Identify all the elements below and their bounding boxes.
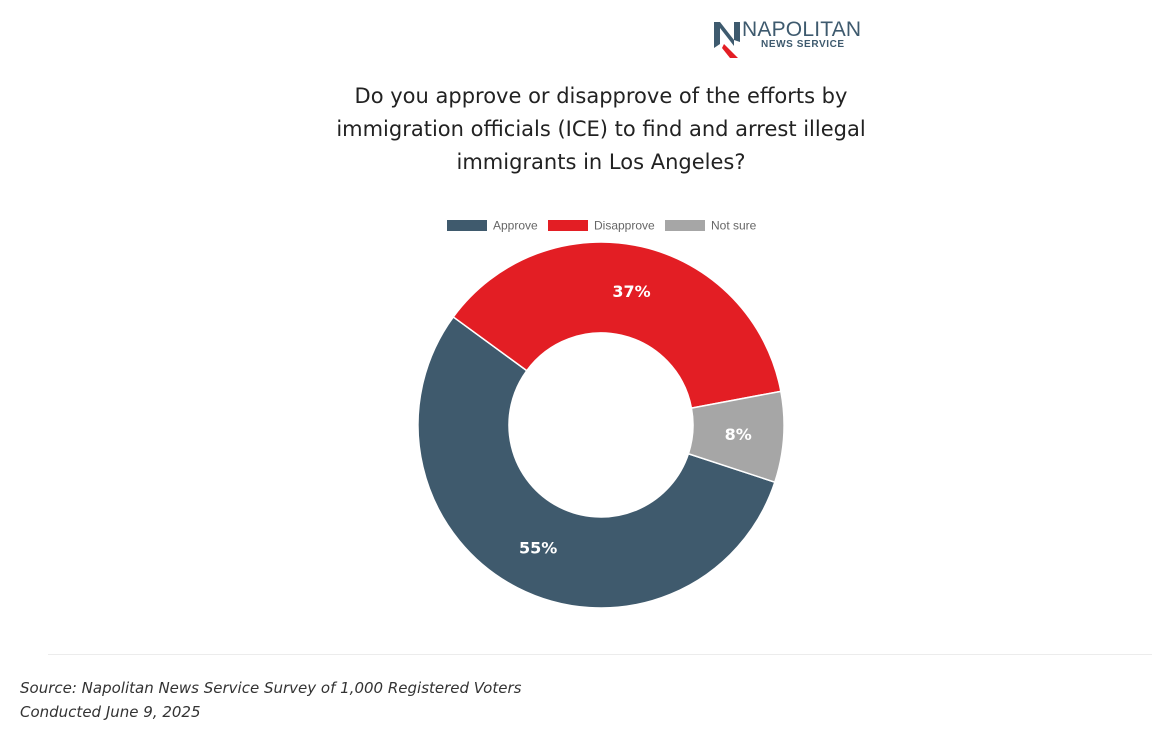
- legend-item-approve[interactable]: Approve: [447, 219, 538, 233]
- slice-not-sure[interactable]: [687, 390, 785, 484]
- slice-approve[interactable]: [417, 315, 776, 609]
- legend-swatch: [447, 220, 487, 231]
- legend-swatch: [548, 220, 588, 231]
- legend-item-not-sure[interactable]: Not sure: [665, 219, 757, 233]
- legend-label: Approve: [493, 219, 538, 233]
- slice-label-not-sure: 8%: [725, 425, 752, 444]
- brand-logo: NAPOLITAN NEWS SERVICE: [712, 18, 872, 62]
- chart-title: Do you approve or disapprove of the effo…: [336, 84, 866, 174]
- n-logo-icon: [714, 22, 740, 58]
- divider: [48, 654, 1152, 655]
- slice-label-approve: 55%: [519, 538, 557, 557]
- slice-label-disapprove: 37%: [612, 282, 650, 301]
- brand-name: NAPOLITAN: [742, 18, 862, 41]
- slice-disapprove[interactable]: [452, 241, 782, 409]
- source-note: Source: Napolitan News Service Survey of…: [20, 676, 521, 724]
- source-line-1: Source: Napolitan News Service Survey of…: [20, 679, 522, 697]
- legend-swatch: [665, 220, 705, 231]
- chart-legend: Approve Disapprove Not sure: [447, 219, 757, 233]
- legend-item-disapprove[interactable]: Disapprove: [548, 219, 655, 233]
- donut-slices: [417, 241, 785, 609]
- source-line-2: Conducted June 9, 2025: [20, 703, 201, 721]
- brand-subtitle: NEWS SERVICE: [761, 39, 845, 50]
- donut-labels: 55% 37% 8%: [519, 282, 752, 557]
- legend-label: Disapprove: [594, 219, 655, 233]
- legend-label: Not sure: [711, 219, 757, 233]
